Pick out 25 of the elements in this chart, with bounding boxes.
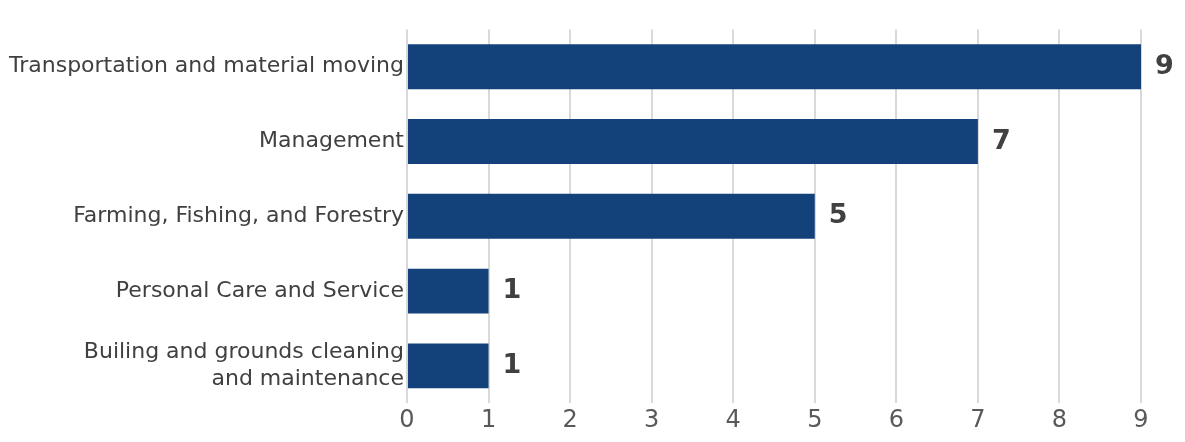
bar bbox=[407, 268, 489, 314]
bar bbox=[407, 193, 815, 239]
bar bbox=[407, 44, 1141, 90]
x-tick-label: 2 bbox=[562, 404, 578, 433]
data-label: 9 bbox=[1155, 48, 1174, 80]
x-tick-label: 5 bbox=[807, 404, 823, 433]
x-tick-label: 8 bbox=[1051, 404, 1068, 433]
y-tick-label: Transportation and material moving bbox=[8, 52, 404, 78]
x-tick-label: 6 bbox=[888, 404, 904, 433]
y-tick-label: Builing and grounds cleaning and maintenance bbox=[83, 338, 404, 390]
x-tick-label: 9 bbox=[1133, 404, 1149, 433]
x-tick-label: 4 bbox=[725, 404, 741, 433]
x-tick-label: 7 bbox=[970, 404, 986, 433]
x-tick-label: 0 bbox=[399, 404, 415, 433]
data-label: 1 bbox=[502, 347, 522, 379]
x-tick-label: 3 bbox=[644, 404, 660, 433]
bar bbox=[407, 343, 489, 389]
data-label: 7 bbox=[991, 123, 1011, 155]
y-tick-label: Personal Care and Service bbox=[115, 276, 404, 302]
y-tick-label: Farming, Fishing, and Forestry bbox=[73, 202, 404, 228]
x-tick-label: 1 bbox=[480, 404, 497, 433]
data-label: 5 bbox=[828, 198, 848, 230]
data-label: 1 bbox=[502, 273, 522, 305]
bar bbox=[407, 119, 978, 164]
y-tick-label: Management bbox=[259, 127, 405, 153]
